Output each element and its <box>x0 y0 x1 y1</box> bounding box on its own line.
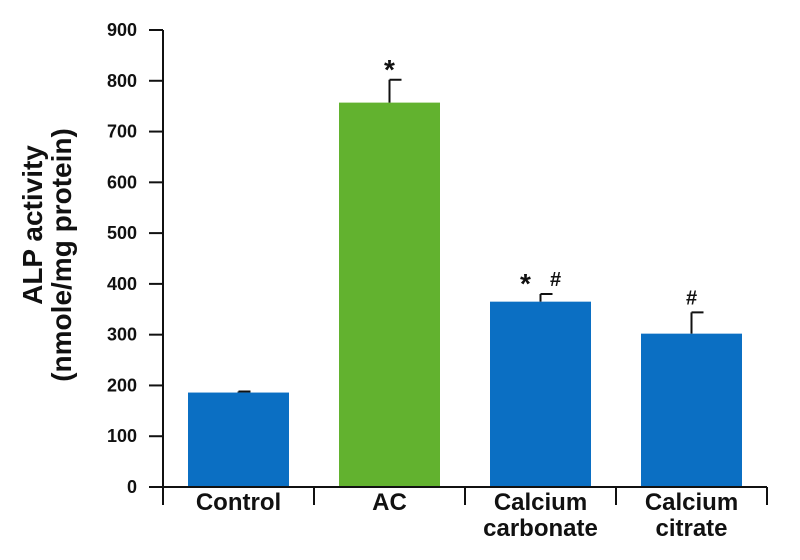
y-axis-title-line-2: (nmole/mg protein) <box>46 128 77 382</box>
x-tick-label-line-1: Calcium <box>645 489 738 516</box>
x-axis <box>149 486 768 505</box>
y-tick-label: 600 <box>107 172 137 192</box>
y-tick-label: 400 <box>107 274 137 294</box>
bars <box>188 102 742 488</box>
y-tick-label: 0 <box>127 477 137 497</box>
significance-hash: # <box>686 287 697 309</box>
x-tick-label-line-1: AC <box>372 489 407 516</box>
significance-marks: * * # # <box>384 54 697 310</box>
significance-star: * <box>520 268 531 299</box>
x-tick-label-line-1: Calcium <box>494 489 587 516</box>
x-tick-label-line-1: Control <box>196 489 281 516</box>
y-tick-label: 100 <box>107 426 137 446</box>
y-axis-title: ALP activity (nmole/mg protein) <box>17 128 77 382</box>
y-axis-title-line-1: ALP activity <box>17 145 48 305</box>
y-tick-label: 200 <box>107 375 137 395</box>
x-tick-label: AC <box>372 489 407 516</box>
y-axis-ticks: 0 100 200 300 400 500 600 700 800 900 <box>107 20 164 497</box>
x-tick-label-line-2: carbonate <box>483 515 598 542</box>
error-bar <box>388 78 402 103</box>
x-tick-label: Control <box>196 489 281 516</box>
y-tick-label: 300 <box>107 325 137 345</box>
significance-star: * <box>384 54 395 85</box>
error-bars <box>237 78 704 393</box>
bar <box>188 392 289 487</box>
bar <box>339 102 440 488</box>
y-tick-label: 500 <box>107 223 137 243</box>
y-tick-label: 800 <box>107 71 137 91</box>
error-bar <box>539 293 553 302</box>
bar <box>490 301 591 487</box>
significance-hash: # <box>550 269 561 291</box>
x-tick-label-line-2: citrate <box>655 515 727 542</box>
y-tick-label: 900 <box>107 20 137 40</box>
error-bar <box>690 311 704 334</box>
bar <box>641 333 742 487</box>
y-tick-label: 700 <box>107 122 137 142</box>
error-bar <box>237 390 251 393</box>
